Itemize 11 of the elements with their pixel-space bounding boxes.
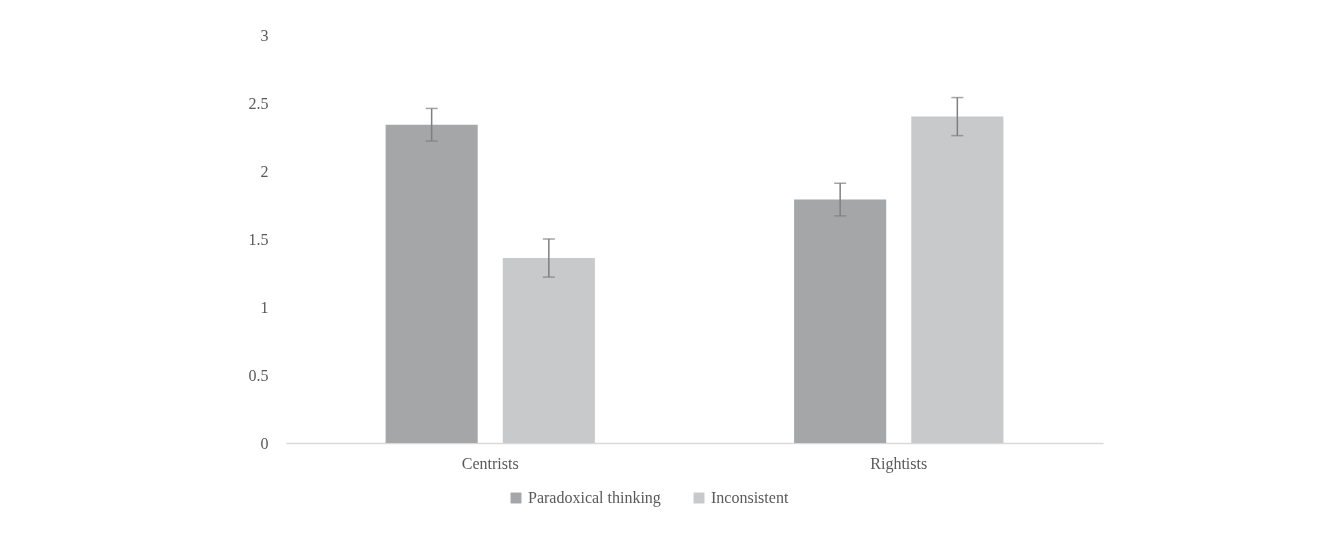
legend-label: Inconsistent (711, 489, 789, 506)
y-tick-label: 2.5 (248, 94, 269, 112)
y-tick-label: 0.5 (248, 366, 269, 384)
y-tick-label: 2 (260, 162, 269, 180)
y-tick-label: 1 (260, 298, 269, 316)
y-tick-label: 3 (260, 26, 269, 44)
y-tick-label: 1.5 (248, 230, 269, 248)
x-tick-label: Centrists (461, 454, 519, 472)
y-tick-label: 0 (260, 434, 269, 452)
legend-label: Paradoxical thinking (528, 489, 661, 507)
x-tick-label: Rightists (870, 454, 928, 473)
